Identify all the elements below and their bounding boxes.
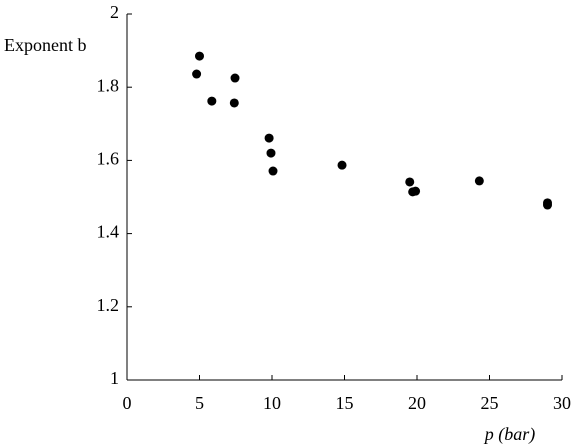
- x-tick-label: 30: [553, 393, 571, 413]
- point: [230, 73, 240, 83]
- point: [411, 186, 421, 196]
- y-tick-label: 2: [110, 2, 119, 22]
- point: [543, 200, 552, 210]
- y-tick-label: 1.6: [97, 149, 120, 169]
- y-tick-label: 1.4: [97, 222, 120, 242]
- point: [405, 177, 415, 187]
- point: [229, 98, 239, 108]
- x-tick-label: 5: [195, 393, 204, 413]
- point: [337, 160, 347, 170]
- y-tick-label: 1.2: [97, 295, 120, 315]
- point: [268, 166, 278, 176]
- point: [264, 133, 274, 143]
- point: [266, 148, 276, 158]
- x-tick-label: 25: [481, 393, 499, 413]
- x-tick-label: 10: [263, 393, 281, 413]
- point: [195, 51, 204, 61]
- point: [207, 96, 217, 106]
- x-tick-label: 20: [408, 393, 426, 413]
- point: [192, 69, 202, 79]
- point: [474, 176, 484, 186]
- x-tick-label: 0: [123, 393, 132, 413]
- y-axis-label: Exponent b: [4, 35, 87, 55]
- y-tick-label: 1: [110, 368, 119, 388]
- x-tick-label: 15: [336, 393, 354, 413]
- x-axis-label: p (bar): [483, 424, 536, 445]
- y-tick-label: 1.8: [97, 75, 120, 95]
